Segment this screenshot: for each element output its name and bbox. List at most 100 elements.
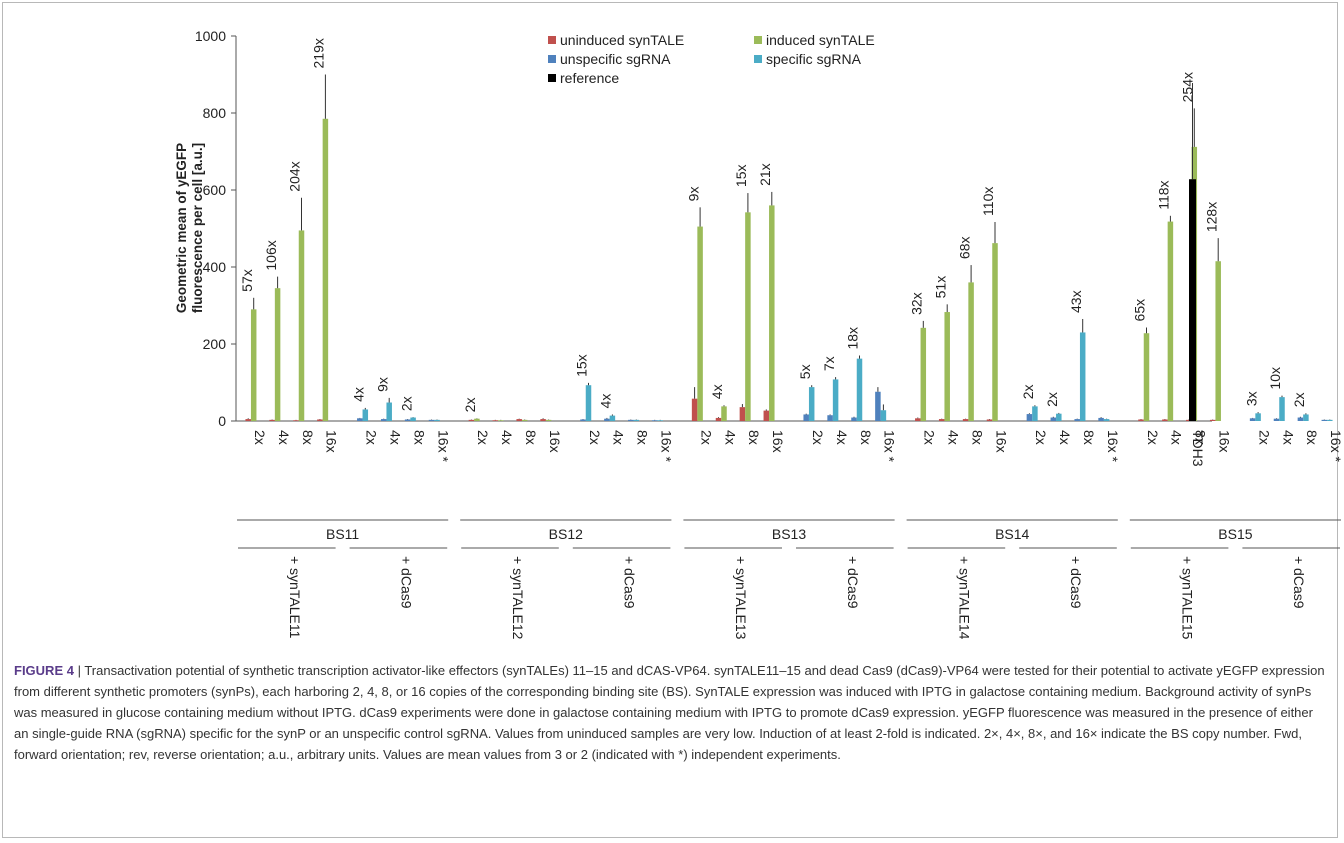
bar-unspecific	[380, 419, 387, 421]
legend-label-specific: specific sgRNA	[766, 51, 862, 67]
group-label: + synTALE11	[287, 556, 303, 639]
y-tick-label: 0	[218, 413, 226, 429]
fold-change-label: 110x	[980, 187, 996, 216]
bar-specific	[1032, 406, 1038, 421]
bar-induced	[968, 282, 974, 421]
x-tick-label: 2x	[1033, 430, 1049, 445]
x-tick-label: 4x	[276, 430, 292, 445]
bar-unspecific	[827, 415, 833, 421]
bar-induced	[298, 230, 305, 421]
bar-unspecific	[628, 419, 634, 421]
bar-specific	[585, 385, 592, 421]
bs-label: BS14	[995, 526, 1029, 542]
fold-change-label: 2x	[1044, 392, 1060, 407]
x-tick-label: 4x	[1169, 430, 1185, 445]
bar-induced	[745, 212, 751, 421]
bar-unspecific	[851, 417, 857, 421]
y-tick-label: 200	[203, 336, 227, 352]
x-tick-label: 2x	[475, 430, 491, 445]
fold-change-label: 10x	[1267, 367, 1283, 390]
figure-label: FIGURE 4	[14, 663, 74, 678]
fold-change-label: 118x	[1156, 180, 1172, 209]
y-tick-label: 1000	[195, 28, 226, 44]
bar-uninduced	[915, 418, 921, 421]
bar-unspecific	[1074, 419, 1080, 421]
legend-swatch-unspecific	[548, 55, 556, 63]
fold-change-label: 51x	[932, 276, 948, 299]
x-tick-label: 4x	[834, 430, 850, 445]
fold-change-label: 254x	[1180, 72, 1196, 102]
x-tick-label: 2x	[364, 430, 380, 445]
bar-specific	[657, 420, 663, 421]
bar-induced	[474, 418, 480, 421]
bar-uninduced	[962, 419, 969, 421]
bar-specific	[1103, 419, 1110, 421]
fold-change-label: 219x	[311, 38, 327, 68]
fold-change-label: 128x	[1203, 202, 1219, 232]
fold-change-label: 2x	[398, 396, 414, 411]
figure-caption: FIGURE 4 | Transactivation potential of …	[14, 660, 1330, 765]
fold-change-label: 57x	[239, 269, 255, 292]
x-tick-label: 8x	[1193, 430, 1209, 445]
bar-induced	[944, 312, 950, 421]
bar-induced	[250, 309, 257, 421]
x-tick-label: 8x	[746, 430, 762, 445]
bs-label: BS11	[326, 526, 359, 542]
bar-uninduced	[1209, 419, 1216, 421]
bar-uninduced	[317, 419, 323, 421]
bar-uninduced	[739, 407, 746, 421]
bar-specific	[1079, 332, 1086, 421]
x-tick-label: 16x *	[435, 430, 451, 462]
bar-induced	[274, 288, 281, 421]
bar-specific	[434, 419, 440, 421]
bar-induced	[498, 420, 504, 421]
y-axis-title-line: Geometric mean of yEGFP	[174, 143, 189, 313]
x-tick-label: 16x	[547, 430, 563, 453]
x-tick-label: 2x	[252, 430, 268, 445]
legend-label-unspecific: unspecific sgRNA	[560, 51, 671, 67]
bar-specific	[1056, 413, 1062, 421]
fold-change-label: 15x	[574, 354, 590, 377]
bar-unspecific	[404, 419, 411, 421]
group-label: + dCas9	[845, 556, 861, 609]
x-tick-label: 8x	[411, 430, 427, 445]
bar-induced	[1143, 333, 1150, 421]
bar-specific	[832, 379, 839, 421]
bar-induced	[920, 327, 927, 421]
fold-change-label: 9x	[685, 187, 701, 202]
y-tick-label: 600	[203, 182, 227, 198]
x-tick-label: 16x *	[1328, 430, 1344, 462]
fold-change-label: 32x	[909, 292, 925, 315]
bar-specific	[856, 358, 863, 421]
bar-unspecific	[1321, 419, 1328, 421]
bar-uninduced	[492, 420, 499, 421]
y-axis-title-line: fluorescence per cell [a.u.]	[190, 143, 205, 313]
group-label: + synTALE13	[733, 556, 749, 640]
bar-unspecific	[1050, 417, 1057, 421]
group-label: + dCas9	[398, 556, 414, 609]
x-tick-label: 4x	[1280, 430, 1296, 445]
bar-uninduced	[938, 419, 945, 421]
caption-text: | Transactivation potential of synthetic…	[14, 663, 1325, 762]
bar-uninduced	[245, 419, 251, 421]
fold-change-label: 4x	[709, 384, 725, 399]
x-tick-label: TDH3	[1190, 430, 1206, 467]
bar-specific	[880, 410, 887, 421]
x-tick-label: 16x	[770, 430, 786, 453]
fold-change-label: 43x	[1068, 290, 1084, 313]
x-tick-label: 8x	[1081, 430, 1097, 445]
fold-change-label: 2x	[1291, 393, 1307, 408]
x-tick-label: 4x	[387, 430, 403, 445]
x-tick-label: 2x	[1145, 430, 1161, 445]
x-tick-label: 16x	[993, 430, 1009, 453]
bar-uninduced	[516, 419, 522, 421]
group-label: + synTALE14	[956, 556, 972, 640]
bar-induced	[1215, 261, 1221, 421]
fold-change-label: 106x	[263, 240, 279, 270]
bar-specific	[1279, 397, 1285, 421]
fold-change-label: 4x	[351, 387, 367, 402]
fold-change-label: 2x	[1020, 384, 1036, 399]
x-tick-label: 2x	[1256, 430, 1272, 445]
bar-uninduced	[468, 419, 475, 421]
